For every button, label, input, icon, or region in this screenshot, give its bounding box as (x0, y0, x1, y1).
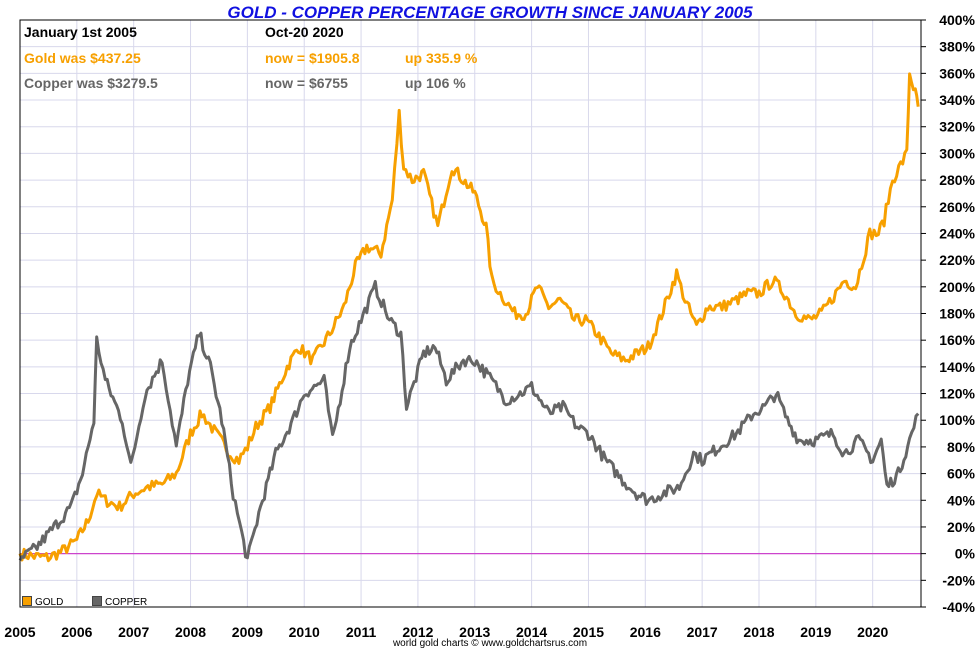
end-label: Oct-20 2020 (265, 24, 344, 40)
y-tick-label: 160% (939, 332, 975, 348)
gold-now-label: now = $1905.8 (265, 50, 360, 66)
legend-copper-swatch (92, 596, 102, 606)
x-tick-label: 2008 (175, 624, 206, 640)
gold-series-line (18, 72, 920, 563)
y-tick-label: 320% (939, 119, 975, 135)
y-tick-label: 20% (947, 519, 976, 535)
y-tick-label: 260% (939, 199, 975, 215)
y-tick-label: -40% (942, 599, 975, 615)
y-tick-label: 60% (947, 466, 976, 482)
legend-copper-label: COPPER (105, 597, 148, 608)
y-tick-label: 100% (939, 412, 975, 428)
y-tick-label: 200% (939, 279, 975, 295)
x-tick-label: 2012 (402, 624, 433, 640)
x-tick-label: 2010 (289, 624, 320, 640)
footer-credit: world gold charts © www.goldchartsrus.co… (392, 638, 588, 649)
copper-series-line (18, 279, 920, 562)
y-tick-label: 340% (939, 92, 975, 108)
y-tick-label: 300% (939, 145, 975, 161)
y-tick-label: 400% (939, 12, 975, 28)
legend-gold-label: GOLD (35, 597, 64, 608)
legend-copper: COPPER (92, 596, 147, 608)
y-tick-label: 180% (939, 306, 975, 322)
grid-lines (20, 20, 921, 607)
x-tick-label: 2018 (743, 624, 774, 640)
x-tick-label: 2014 (516, 624, 547, 640)
x-tick-label: 2005 (4, 624, 35, 640)
y-tick-label: 360% (939, 65, 975, 81)
y-tick-label: 240% (939, 225, 975, 241)
x-tick-label: 2011 (346, 624, 377, 640)
x-tick-label: 2009 (232, 624, 263, 640)
copper-up-label: up 106 % (405, 75, 466, 91)
x-tick-label: 2015 (573, 624, 604, 640)
y-tick-label: 0% (955, 546, 976, 562)
y-tick-label: 380% (939, 39, 975, 55)
start-label: January 1st 2005 (24, 24, 137, 40)
x-tick-label: 2017 (687, 624, 718, 640)
gold-up-label: up 335.9 % (405, 50, 478, 66)
chart-title: GOLD - COPPER PERCENTAGE GROWTH SINCE JA… (227, 3, 753, 22)
x-tick-label: 2007 (118, 624, 149, 640)
y-tick-label: 140% (939, 359, 975, 375)
legend-gold: GOLD (22, 596, 63, 608)
y-tick-label: 220% (939, 252, 975, 268)
series-lines (18, 72, 920, 563)
y-tick-label: 80% (947, 439, 976, 455)
copper-was-label: Copper was $3279.5 (24, 75, 158, 91)
x-tick-label: 2020 (857, 624, 888, 640)
y-axis: 400% 380% 360% 340% 320% 300% 280% 260% 240% 220%… (921, 12, 976, 615)
x-tick-label: 2006 (61, 624, 92, 640)
copper-now-label: now = $6755 (265, 75, 348, 91)
x-tick-label: 2013 (459, 624, 490, 640)
y-tick-label: -20% (942, 572, 975, 588)
legend-gold-swatch (22, 596, 32, 606)
y-tick-label: 120% (939, 386, 975, 402)
gold-was-label: Gold was $437.25 (24, 50, 141, 66)
y-tick-label: 280% (939, 172, 975, 188)
y-tick-label: 40% (947, 492, 976, 508)
x-axis: 2005 2006 2007 2008 2009 2010 2011 2012 2013 2014… (4, 624, 888, 640)
x-tick-label: 2016 (630, 624, 661, 640)
x-tick-label: 2019 (800, 624, 831, 640)
